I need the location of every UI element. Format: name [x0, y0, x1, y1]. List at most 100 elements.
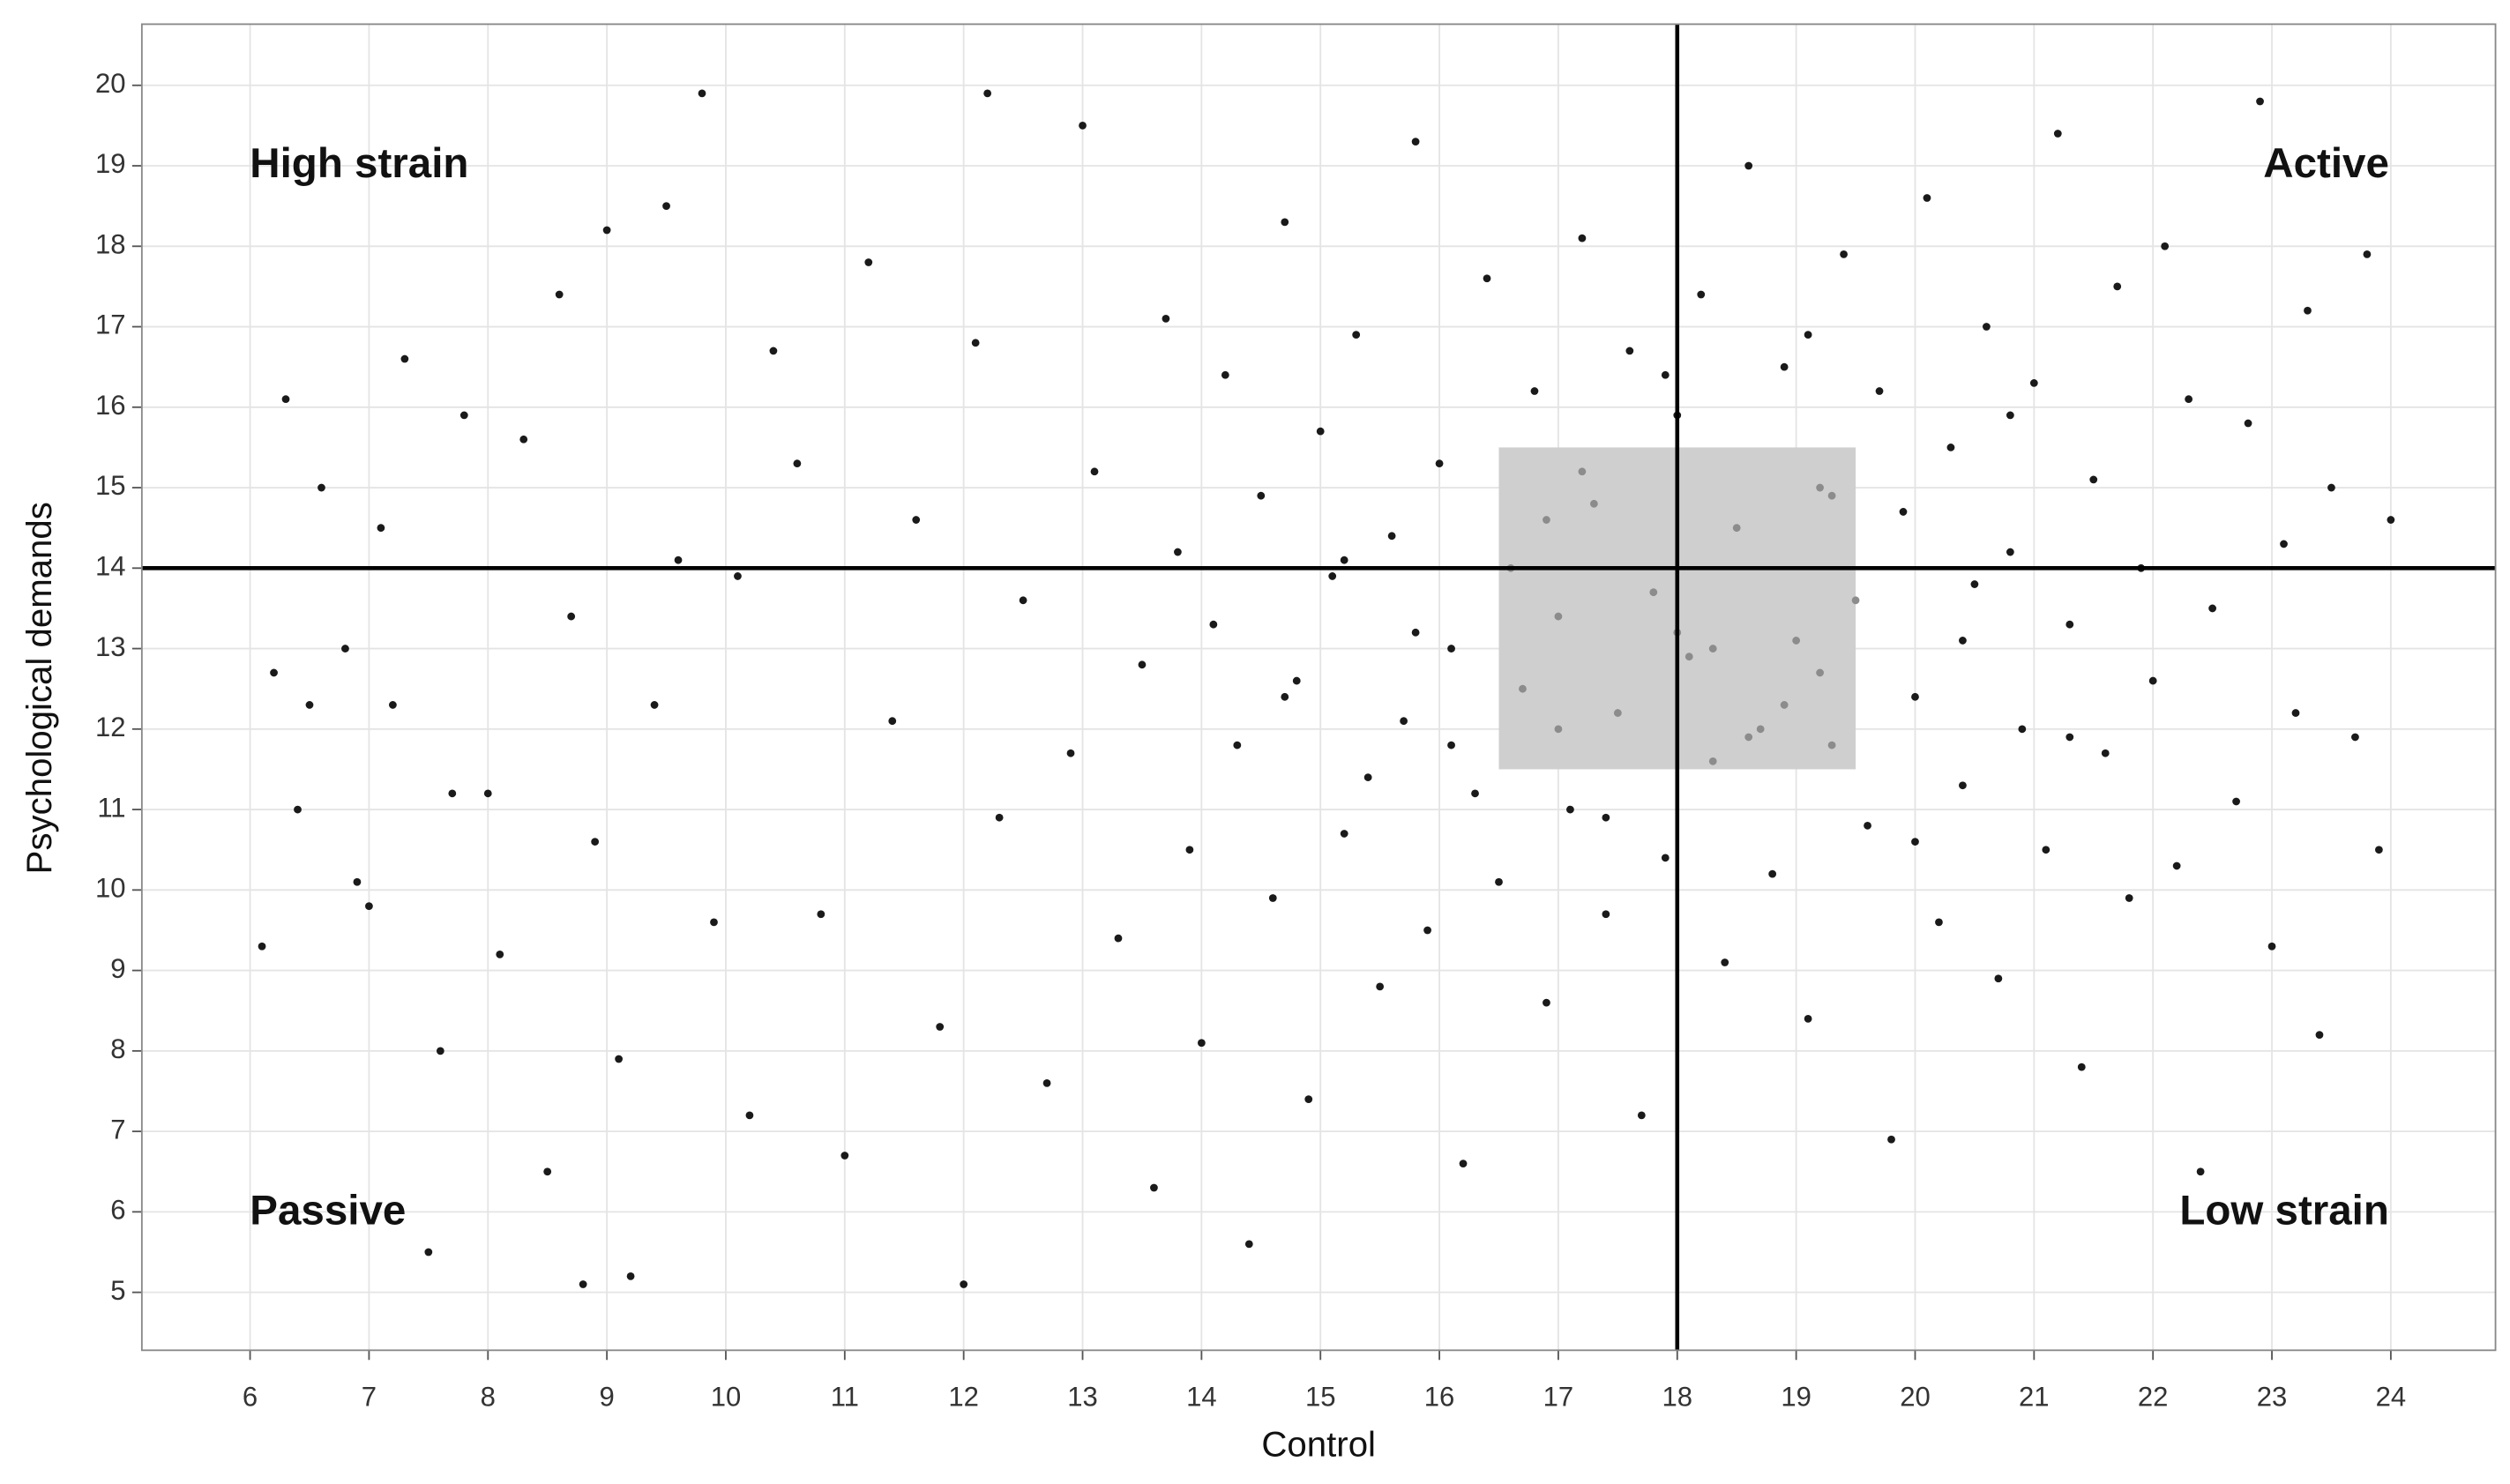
point	[1209, 620, 1218, 629]
point	[1423, 926, 1431, 935]
point	[1304, 1095, 1313, 1103]
point	[1708, 757, 1717, 765]
x-tick-label: 23	[2257, 1381, 2288, 1412]
quadrant-label: Active	[2263, 140, 2389, 187]
point	[2291, 709, 2300, 717]
point	[317, 483, 325, 492]
point	[1400, 717, 1408, 726]
point	[1780, 701, 1789, 709]
point	[1019, 596, 1027, 605]
point	[2267, 942, 2276, 951]
x-tick-label: 8	[481, 1381, 496, 1412]
point	[2042, 846, 2051, 854]
point	[2363, 250, 2372, 258]
point	[1411, 138, 1420, 146]
point	[1079, 122, 1087, 130]
point	[1661, 854, 1670, 862]
x-tick-label: 7	[362, 1381, 377, 1412]
point	[2029, 379, 2038, 387]
point	[2113, 282, 2122, 291]
point	[1376, 982, 1385, 991]
point	[1637, 1111, 1646, 1120]
point	[258, 942, 266, 951]
point	[2351, 733, 2359, 742]
point	[1316, 427, 1325, 436]
x-tick-label: 9	[599, 1381, 614, 1412]
y-tick-label: 20	[95, 68, 126, 99]
point	[662, 202, 670, 211]
point	[2006, 411, 2014, 420]
point	[591, 838, 600, 846]
point	[626, 1271, 635, 1280]
y-tick-label: 5	[110, 1275, 125, 1306]
y-tick-label: 9	[110, 953, 125, 984]
point	[1530, 387, 1539, 395]
x-tick-label: 22	[2138, 1381, 2169, 1412]
point	[1744, 733, 1753, 742]
point	[1138, 660, 1147, 669]
y-tick-label: 18	[95, 228, 126, 259]
point	[1174, 548, 1182, 556]
point	[1911, 692, 1919, 701]
point	[1816, 668, 1824, 677]
point	[817, 910, 825, 919]
point	[1162, 315, 1170, 323]
x-tick-label: 18	[1662, 1381, 1693, 1412]
x-tick-label: 11	[831, 1381, 859, 1412]
point	[1887, 1135, 1895, 1144]
x-tick-label: 12	[948, 1381, 979, 1412]
point	[1519, 684, 1527, 693]
point	[519, 435, 528, 444]
x-tick-label: 14	[1186, 1381, 1217, 1412]
point	[1340, 830, 1348, 838]
point	[270, 668, 278, 677]
point	[2101, 749, 2110, 757]
point	[698, 89, 706, 98]
point	[1959, 781, 1967, 790]
point	[1257, 491, 1266, 500]
point	[1459, 1160, 1468, 1167]
point	[1411, 628, 1420, 637]
point	[555, 290, 564, 299]
y-tick-label: 8	[110, 1033, 125, 1064]
point	[1363, 773, 1372, 781]
point	[1185, 846, 1194, 854]
point	[1970, 580, 1979, 588]
point	[1851, 596, 1860, 605]
point	[2066, 620, 2074, 629]
point	[1554, 725, 1563, 734]
y-tick-label: 19	[95, 148, 126, 179]
point	[1233, 741, 1242, 749]
point	[2125, 894, 2133, 902]
point	[650, 701, 659, 709]
quadrant-label: High strain	[250, 140, 468, 187]
point	[971, 339, 980, 347]
quadrant-label: Passive	[250, 1188, 406, 1234]
point	[840, 1152, 849, 1160]
point	[1827, 491, 1836, 500]
point	[912, 516, 921, 524]
point	[1864, 821, 1871, 830]
point	[2053, 130, 2062, 138]
point	[960, 1280, 968, 1288]
x-tick-label: 20	[1900, 1381, 1931, 1412]
y-tick-label: 13	[95, 631, 126, 662]
point	[2232, 797, 2240, 806]
point	[1114, 934, 1123, 943]
y-tick-label: 7	[110, 1114, 125, 1145]
x-tick-label: 19	[1781, 1381, 1812, 1412]
point	[2327, 483, 2335, 492]
point	[615, 1055, 623, 1063]
point	[2018, 725, 2027, 734]
point	[2375, 846, 2383, 854]
point	[1721, 958, 1729, 966]
point	[1197, 1039, 1206, 1048]
point	[2077, 1063, 2086, 1071]
point	[888, 717, 897, 726]
point	[377, 524, 385, 533]
point	[1935, 918, 1943, 927]
x-tick-label: 13	[1067, 1381, 1098, 1412]
point	[1328, 572, 1337, 580]
y-tick-label: 10	[95, 873, 126, 904]
point	[1923, 194, 1931, 202]
